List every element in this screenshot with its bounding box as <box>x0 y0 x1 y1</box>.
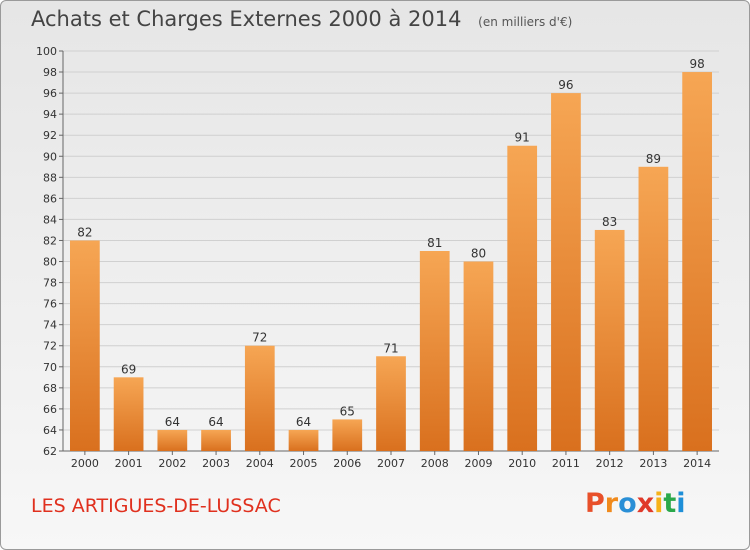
y-tick-label: 66 <box>43 403 57 416</box>
data-label: 80 <box>471 247 486 261</box>
y-tick-label: 76 <box>43 298 57 311</box>
data-label: 89 <box>646 152 661 166</box>
y-tick-label: 88 <box>43 171 57 184</box>
bar-2006 <box>332 419 363 451</box>
chart-title-text: Achats et Charges Externes 2000 à 2014 <box>31 7 462 31</box>
y-tick-label: 68 <box>43 382 57 395</box>
data-label: 98 <box>689 57 704 71</box>
logo-letter: i <box>654 488 664 519</box>
x-tick-label: 2003 <box>202 457 230 470</box>
y-tick-label: 70 <box>43 361 57 374</box>
x-tick-label: 2008 <box>421 457 449 470</box>
logo-letter: t <box>663 488 677 519</box>
data-label: 91 <box>515 131 530 145</box>
data-label: 82 <box>77 225 92 239</box>
y-tick-label: 98 <box>43 66 57 79</box>
y-tick-label: 74 <box>43 319 57 332</box>
logo-letter: i <box>676 488 686 519</box>
bar-2007 <box>376 356 406 451</box>
labels: 2000 82 2001 69 2002 64 2003 64 2004 72 2005 64 2006… <box>71 57 711 470</box>
y-tick-label: 96 <box>43 87 57 100</box>
bar-2012 <box>594 229 625 451</box>
x-tick-label: 2007 <box>377 457 405 470</box>
x-tick-label: 2009 <box>464 457 492 470</box>
y-tick-label: 100 <box>36 45 57 58</box>
data-label: 65 <box>340 404 355 418</box>
bar-2008 <box>419 251 450 451</box>
data-label: 83 <box>602 215 617 229</box>
data-label: 96 <box>558 78 573 92</box>
x-tick-label: 2006 <box>333 457 361 470</box>
y-tick-label: 90 <box>43 150 57 163</box>
bar-2001 <box>113 377 144 451</box>
data-label: 81 <box>427 236 442 250</box>
data-label: 69 <box>121 362 136 376</box>
data-label: 71 <box>383 341 398 355</box>
y-tick-label: 92 <box>43 129 57 142</box>
y-tick-label: 94 <box>43 108 57 121</box>
y-tick-label: 64 <box>43 424 57 437</box>
x-tick-label: 2005 <box>290 457 318 470</box>
bar-2009 <box>463 261 494 451</box>
x-tick-label: 2014 <box>683 457 711 470</box>
bar-2002 <box>157 429 188 451</box>
chart-title: Achats et Charges Externes 2000 à 2014 (… <box>31 7 572 31</box>
x-tick-label: 2010 <box>508 457 536 470</box>
bar-2013 <box>638 166 669 451</box>
x-tick-label: 2004 <box>246 457 274 470</box>
x-tick-label: 2000 <box>71 457 99 470</box>
y-tick-label: 80 <box>43 256 57 269</box>
bar-2005 <box>288 429 319 451</box>
logo-letter: r <box>604 488 619 519</box>
x-tick-label: 2002 <box>158 457 186 470</box>
data-label: 64 <box>208 415 223 429</box>
bar-2014 <box>682 72 713 451</box>
x-tick-label: 2011 <box>552 457 580 470</box>
logo-letter: P <box>585 488 605 519</box>
chart-unit: (en milliers d'€) <box>478 15 573 29</box>
proxiti-logo: Proxiti <box>585 488 686 519</box>
bar-2011 <box>551 93 581 452</box>
logo-letter: x <box>636 488 655 519</box>
data-label: 64 <box>165 415 180 429</box>
bar-2000 <box>69 240 100 451</box>
y-tick-label: 72 <box>43 340 57 353</box>
logo-letter: o <box>618 488 637 519</box>
y-tick-label: 84 <box>43 213 57 226</box>
data-label: 72 <box>252 331 267 345</box>
x-tick-label: 2013 <box>639 457 667 470</box>
bar-2004 <box>244 345 275 451</box>
y-tick-label: 78 <box>43 277 57 290</box>
location-name: LES ARTIGUES-DE-LUSSAC <box>31 495 281 517</box>
x-tick-label: 2001 <box>115 457 143 470</box>
bars <box>69 72 713 452</box>
bar-2003 <box>201 429 231 451</box>
data-label: 64 <box>296 415 311 429</box>
x-tick-label: 2012 <box>596 457 624 470</box>
y-tick-label: 86 <box>43 192 57 205</box>
bar-2010 <box>507 145 538 451</box>
y-tick-label: 62 <box>43 445 57 458</box>
y-tick-label: 82 <box>43 234 57 247</box>
